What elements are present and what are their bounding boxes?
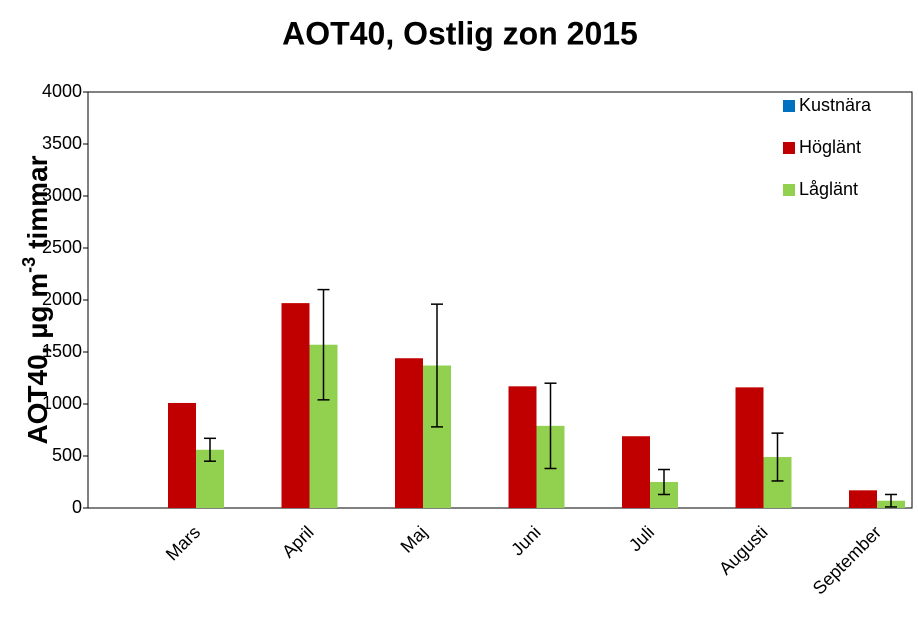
legend-swatch bbox=[783, 184, 795, 196]
bar bbox=[395, 358, 423, 508]
x-tick-label: Juni bbox=[507, 522, 544, 559]
plot-frame bbox=[87, 91, 913, 509]
y-tick-label: 1500 bbox=[42, 341, 82, 361]
y-axis-label: AOT40, µg m-3 timmar bbox=[19, 155, 54, 444]
error-bar bbox=[885, 493, 897, 508]
y-label-sup: -3 bbox=[19, 257, 39, 273]
bar bbox=[622, 436, 650, 508]
y-tick-label: 4000 bbox=[42, 81, 82, 101]
x-tick-label: September bbox=[809, 522, 885, 598]
error-bar bbox=[431, 303, 443, 428]
bar bbox=[735, 387, 764, 508]
legend-swatch bbox=[783, 142, 795, 154]
legend-label: Låglänt bbox=[799, 179, 858, 199]
y-tick-label: 3000 bbox=[42, 185, 82, 205]
error-bar bbox=[544, 382, 557, 470]
bar bbox=[849, 490, 877, 508]
x-tick-label: Augusti bbox=[715, 522, 772, 579]
y-tick-label: 0 bbox=[72, 497, 82, 517]
y-label-part: timmar bbox=[22, 155, 53, 248]
y-tick-label: 2000 bbox=[42, 289, 82, 309]
y-tick-label: 3500 bbox=[42, 133, 82, 153]
error-bar bbox=[771, 432, 784, 482]
legend-swatch bbox=[783, 100, 795, 112]
bar bbox=[281, 303, 310, 508]
x-tick-label: Juli bbox=[625, 522, 658, 555]
x-tick-label: Maj bbox=[397, 522, 432, 557]
error-bar bbox=[317, 288, 330, 401]
x-tick-label: Mars bbox=[162, 522, 204, 564]
bar bbox=[168, 402, 196, 508]
legend-label: Höglänt bbox=[799, 137, 861, 157]
y-label-part: AOT40, µg m bbox=[22, 273, 53, 445]
y-tick-label: 2500 bbox=[42, 237, 82, 257]
x-tick-label: April bbox=[278, 522, 318, 562]
error-bar bbox=[204, 437, 216, 462]
error-bar bbox=[658, 468, 670, 496]
legend-label: Kustnära bbox=[799, 95, 872, 115]
chart-title: AOT40, Ostlig zon 2015 bbox=[282, 15, 638, 51]
y-tick-label: 1000 bbox=[42, 393, 82, 413]
bar bbox=[508, 386, 537, 508]
y-tick-label: 500 bbox=[52, 445, 82, 465]
